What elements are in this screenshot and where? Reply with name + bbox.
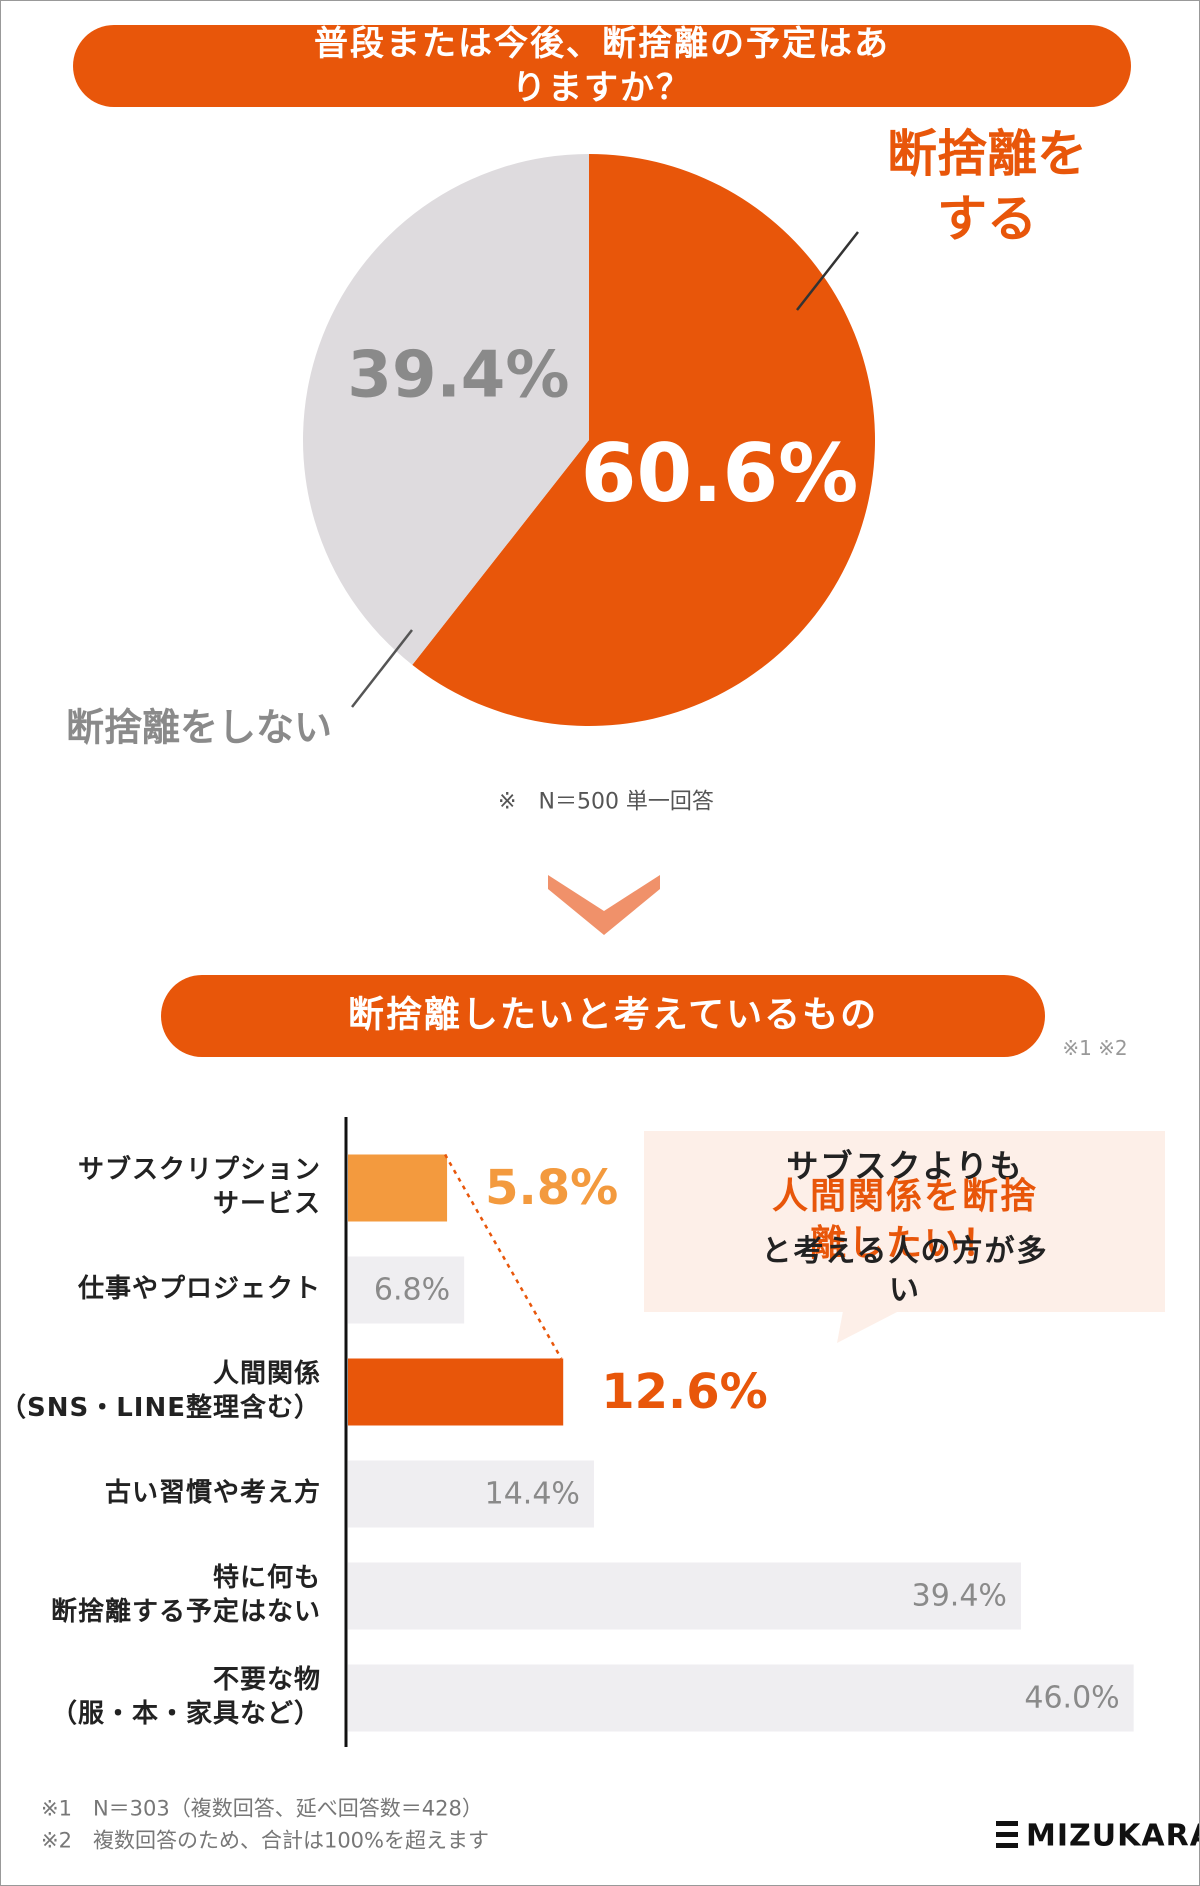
title-note: ※1 ※2 [1062, 1036, 1128, 1060]
brand-mark [996, 1832, 1018, 1837]
value-label: 14.4% [484, 1476, 580, 1512]
value-label: 6.8% [373, 1272, 451, 1308]
callout-text: サブスクよりも [786, 1147, 1024, 1186]
value-label: 5.8% [485, 1159, 619, 1216]
chart-note: ※ N＝500 単一回答 [498, 789, 714, 815]
leader-line [796, 231, 859, 311]
category-label: 仕事やプロジェクト [77, 1274, 321, 1305]
value-label: 39.4% [911, 1578, 1007, 1614]
title-pill [161, 975, 1045, 1057]
slice-value-label: 39.4% [347, 338, 570, 413]
bar [348, 1562, 1021, 1630]
slice-category-label: 断捨離をしない [65, 705, 333, 750]
brand-mark [996, 1821, 1018, 1826]
callout-tail [837, 1311, 899, 1343]
chart-title: 普段または今後、断捨離の予定はありますか？ [314, 23, 890, 108]
chevron [548, 875, 660, 935]
value-label: 12.6% [601, 1363, 768, 1420]
bar [348, 1154, 448, 1222]
value-label: 46.0% [1024, 1680, 1120, 1716]
slice-category-label: 断捨離をする [887, 125, 1087, 248]
category-label: 古い習慣や考え方 [104, 1478, 321, 1509]
brand: MIZUKARA [1026, 1818, 1200, 1854]
brand-mark [996, 1843, 1018, 1848]
bar [348, 1256, 465, 1324]
connector [443, 1153, 563, 1360]
slice-value-label: 60.6% [580, 426, 859, 520]
pie-slice [412, 154, 875, 727]
footnote: ※1 N＝303（複数回答、延べ回答数＝428） [41, 1796, 483, 1821]
callout-text: 人間関係を断捨離したい！ [771, 1176, 1038, 1264]
pie-slice [303, 154, 589, 665]
footnote: ※2 複数回答のため、合計は100%を超えます [41, 1828, 489, 1853]
category-label: サブスクリプション サービス [77, 1155, 321, 1219]
bar [348, 1358, 564, 1426]
title-pill [73, 25, 1131, 107]
chart-title: 断捨離したいと考えているもの [347, 994, 879, 1036]
bar [348, 1460, 594, 1528]
bar [348, 1664, 1134, 1732]
callout-text: と考える人の方が多い [761, 1234, 1049, 1308]
category-label: 不要な物 （服・本・家具など） [50, 1665, 321, 1729]
leader-line [351, 629, 413, 708]
callout-box [644, 1131, 1165, 1312]
category-label: 特に何も 断捨離する予定はない [50, 1563, 321, 1627]
category-label: 人間関係 （SNS・LINE整理含む） [0, 1359, 321, 1423]
